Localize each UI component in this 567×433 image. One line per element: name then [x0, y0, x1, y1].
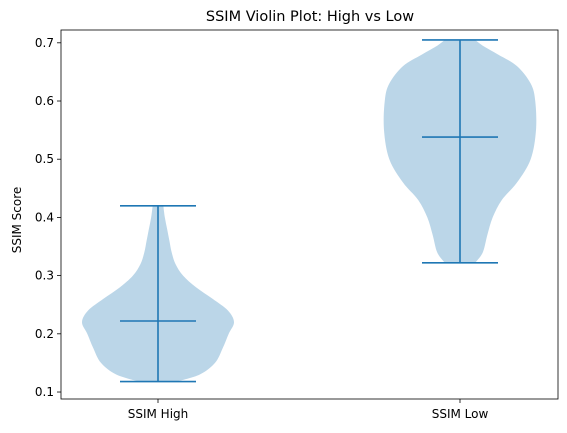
plot-frame — [60, 29, 559, 400]
y-tick-label: 0.7 — [35, 36, 54, 50]
chart-title: SSIM Violin Plot: High vs Low — [206, 9, 414, 25]
y-tick-label: 0.2 — [35, 327, 54, 341]
y-tick-label: 0.4 — [35, 210, 54, 224]
y-tick-label: 0.1 — [35, 385, 54, 399]
y-tick-label: 0.5 — [35, 152, 54, 166]
y-tick-label: 0.3 — [35, 269, 54, 283]
plot-area: 0.1 0.2 0.3 0.4 0.5 0.6 0.7 SSIM High SSIM Low — [35, 36, 537, 421]
y-tick-label: 0.6 — [35, 94, 54, 108]
x-tick-label: SSIM High — [128, 407, 189, 421]
y-axis-label: SSIM Score — [10, 187, 24, 254]
x-tick-label: SSIM Low — [432, 407, 489, 421]
